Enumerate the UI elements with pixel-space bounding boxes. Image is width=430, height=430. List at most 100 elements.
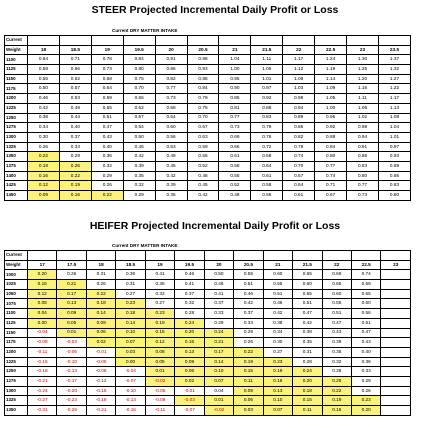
value-cell: 0.42 xyxy=(27,102,60,114)
value-cell: 0.66 xyxy=(122,93,156,104)
value-cell: 0.14 xyxy=(203,356,235,368)
value-cell: 0.38 xyxy=(27,112,60,124)
table-row: 1350 -0.31 -0.26 -0.21 -0.16 -0.11 -0.07 -0.02 0… xyxy=(4,405,411,416)
value-cell: 0.14 xyxy=(85,308,117,319)
weight-label: 1375 xyxy=(4,160,28,172)
value-cell: 0.22 xyxy=(321,385,352,397)
value-cell: 0.24 xyxy=(292,366,323,377)
value-cell: 0.39 xyxy=(154,180,188,191)
value-cell: -0.17 xyxy=(56,375,87,387)
value-cell: 0.21 xyxy=(56,279,87,290)
steer-profit-table: Current Weight 18 18.5 19 19.5 20 20.5 21 21.5 22 2… xyxy=(4,35,412,201)
blank-cell xyxy=(380,385,411,397)
value-cell: 0.90 xyxy=(218,83,252,95)
dmi-column-header: 20.5 xyxy=(186,44,220,56)
weight-label: 1300 xyxy=(4,385,28,397)
value-cell: 0.55 xyxy=(321,298,352,310)
value-cell: 0.15 xyxy=(233,366,264,377)
value-cell: 0.20 xyxy=(292,375,323,387)
value-cell: 0.78 xyxy=(90,54,124,66)
value-cell: 0.16 xyxy=(262,375,294,387)
value-cell: 0.79 xyxy=(186,93,220,104)
value-cell: 0.74 xyxy=(314,170,348,182)
value-cell: 0.47 xyxy=(90,122,124,133)
value-cell: -0.10 xyxy=(115,385,146,397)
blank-cell xyxy=(115,250,146,261)
value-cell: 0.70 xyxy=(186,112,220,124)
value-cell: 0.53 xyxy=(58,93,92,104)
value-cell: 0.11 xyxy=(233,375,264,387)
dmi-column-header: 21 xyxy=(262,259,294,271)
weight-label: 1300 xyxy=(4,131,28,143)
value-cell: 0.25 xyxy=(321,375,352,387)
value-cell: 0.82 xyxy=(154,73,188,85)
value-cell: 0.28 xyxy=(174,308,205,319)
value-cell: 1.06 xyxy=(250,64,284,75)
value-cell: 1.27 xyxy=(377,73,412,85)
value-cell: 0.84 xyxy=(186,83,220,95)
value-cell: -0.10 xyxy=(56,356,87,368)
value-cell: 0.67 xyxy=(282,170,316,182)
value-cell: 0.36 xyxy=(144,279,176,290)
dmi-column-header: 20 xyxy=(154,44,188,56)
value-cell: 1.02 xyxy=(346,112,379,124)
table-row: 1400 0.16 0.22 0.29 0.35 0.42 0.48 0.55 0.61 0.67… xyxy=(4,170,412,182)
value-cell: -0.26 xyxy=(56,405,87,416)
value-cell: 0.61 xyxy=(250,170,284,182)
value-cell: 0.46 xyxy=(203,279,235,290)
value-cell: 1.22 xyxy=(377,83,412,95)
value-cell: 1.17 xyxy=(282,54,316,66)
value-cell: 0.20 xyxy=(174,327,205,339)
value-cell: 0.26 xyxy=(350,385,382,397)
value-cell: -0.07 xyxy=(174,405,205,416)
value-cell: 0.51 xyxy=(233,279,264,290)
value-cell: 0.89 xyxy=(282,112,316,124)
value-cell: 0.63 xyxy=(186,131,220,143)
value-cell: 0.10 xyxy=(262,395,294,406)
value-cell: 0.03 xyxy=(233,405,264,416)
value-cell: 0.55 xyxy=(250,190,284,201)
blank-cell xyxy=(380,327,411,339)
dmi-column-header: 20 xyxy=(203,259,235,271)
value-cell: 0.47 xyxy=(350,327,382,339)
value-cell: 0.06 xyxy=(85,327,117,339)
value-cell: 0.55 xyxy=(218,170,252,182)
value-cell: 0.86 xyxy=(282,122,316,133)
value-cell: 0.21 xyxy=(203,337,235,348)
value-cell: -0.11 xyxy=(26,346,58,358)
value-cell: 0.31 xyxy=(115,279,146,290)
value-cell: 1.16 xyxy=(346,83,379,95)
value-cell: 1.11 xyxy=(250,54,284,66)
value-cell: 0.28 xyxy=(321,366,352,377)
value-cell: 0.29 xyxy=(90,170,124,182)
weight-label: 1400 xyxy=(4,170,28,182)
value-cell: 0.08 xyxy=(144,346,176,358)
value-cell: 0.05 xyxy=(144,356,176,368)
value-cell: 0.60 xyxy=(154,122,188,133)
value-cell: 0.26 xyxy=(85,279,117,290)
value-cell: 0.23 xyxy=(262,356,294,368)
value-cell: -0.12 xyxy=(85,375,117,387)
table-row: 1050 0.12 0.17 0.22 0.27 0.32 0.37 0.41 0.46 0.51… xyxy=(4,288,411,300)
value-cell: 0.20 xyxy=(350,405,382,416)
value-cell: -0.04 xyxy=(26,327,58,339)
table-row: 1450 0.09 0.16 0.22 0.29 0.35 0.42 0.48 0.55 0.61… xyxy=(4,190,412,201)
value-cell: 0.01 xyxy=(203,395,235,406)
value-cell: 0.36 xyxy=(350,356,382,368)
blank-cell xyxy=(377,35,412,46)
value-cell: 1.04 xyxy=(218,54,252,66)
weight-label: 1350 xyxy=(4,405,28,416)
value-cell: 0.23 xyxy=(350,395,382,406)
value-cell: 0.58 xyxy=(218,160,252,172)
value-cell: 0.84 xyxy=(314,141,348,153)
value-cell: 0.80 xyxy=(377,190,412,201)
value-cell: 1.01 xyxy=(377,131,412,143)
value-cell: 0.35 xyxy=(122,170,156,182)
steer-table-subhead: Current DRY MATTER INTAKE xyxy=(112,28,178,33)
table-row: 1150 0.55 0.62 0.68 0.75 0.82 0.88 0.95 1.01 1.08… xyxy=(4,73,412,85)
dmi-column-header: 22 xyxy=(282,44,316,56)
value-cell: 0.73 xyxy=(154,93,188,104)
value-cell: 0.16 xyxy=(58,190,92,201)
value-cell: 0.71 xyxy=(58,54,92,66)
value-cell: 0.69 xyxy=(350,279,382,290)
